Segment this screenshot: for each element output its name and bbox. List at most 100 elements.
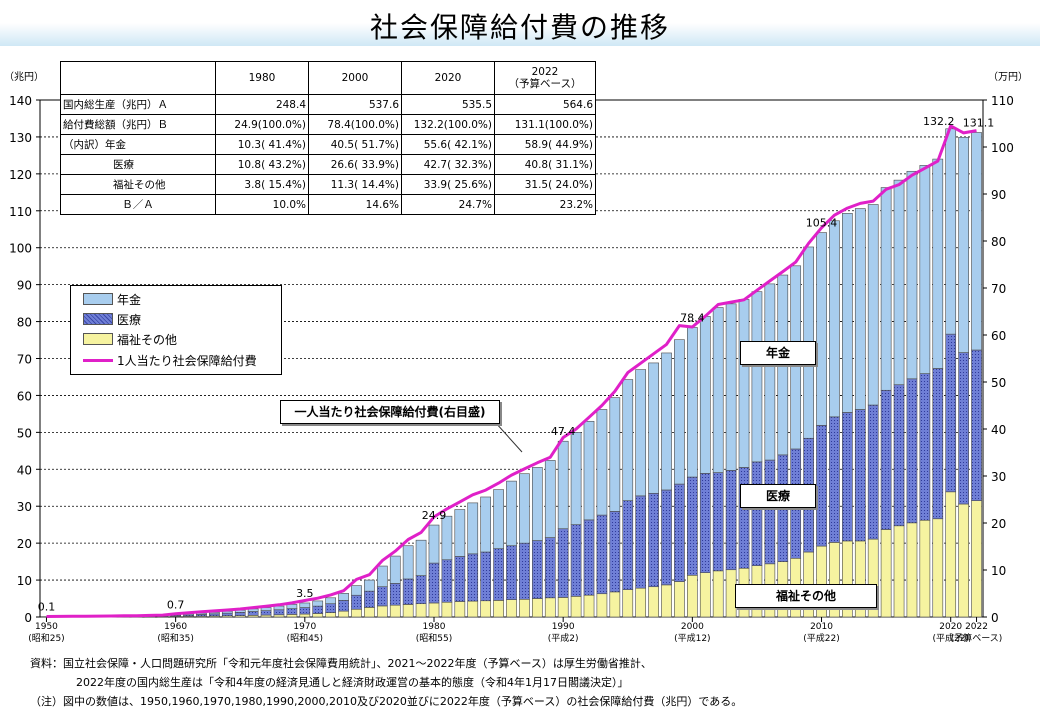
- data-label: 105.4: [806, 217, 838, 230]
- bar-pension: [880, 187, 892, 391]
- y-tick-label: 80: [17, 316, 32, 330]
- bar-welfare: [338, 610, 349, 618]
- table-row-label: Ｂ／Ａ: [60, 194, 216, 215]
- x-tick-sublabel: (平成22): [803, 632, 839, 644]
- y2-tick-label: 110: [991, 94, 1014, 108]
- bar-pension: [893, 179, 905, 386]
- bar-pension: [687, 327, 698, 478]
- summary-table: 1980 2000 2020 2022 （予算ベース） 国内総生産（兆円）Ａ 2…: [60, 61, 596, 215]
- y-tick-label: 20: [17, 537, 32, 551]
- bar-pension: [338, 593, 349, 601]
- x-tick-label: 1950: [35, 622, 58, 632]
- bar-pension: [738, 299, 750, 468]
- bar-welfare: [635, 587, 647, 618]
- table-cell: 42.7( 32.3%): [401, 154, 495, 175]
- bar-pension: [583, 420, 595, 521]
- table-cell: 26.6( 33.9%): [308, 154, 402, 175]
- bar-medical: [738, 467, 750, 569]
- x-tick-sublabel: (昭和55): [416, 633, 452, 644]
- table-cell: 3.8( 15.4%): [215, 174, 309, 195]
- bar-welfare: [596, 593, 608, 618]
- table-cell: 131.1(100.0%): [494, 114, 596, 135]
- bar-pension: [609, 397, 621, 512]
- bar-medical: [273, 609, 285, 616]
- bar-welfare: [906, 522, 918, 618]
- bar-medical: [635, 495, 647, 589]
- bar-medical: [506, 545, 517, 600]
- table-cell: 10.0%: [215, 194, 309, 215]
- table-cell: 24.9(100.0%): [215, 114, 309, 135]
- x-tick-label: 2000: [681, 622, 704, 632]
- bar-pension: [570, 432, 582, 525]
- table-row-label: 国内総生産（兆円）Ａ: [60, 94, 216, 115]
- bar-pension: [699, 316, 711, 474]
- table-row: Ｂ／Ａ 10.0% 14.6% 24.7% 23.2%: [60, 194, 596, 215]
- table-cell: 40.8( 31.1%): [494, 154, 596, 175]
- bar-medical: [467, 553, 479, 602]
- x-tick-sublabel: (平成2): [548, 632, 579, 644]
- bar-pension: [389, 555, 401, 584]
- chart-legend: 年金 医療 福祉その他 1人当たり社会保障給付費: [70, 285, 282, 375]
- y2-tick-label: 80: [991, 235, 1006, 249]
- y2-tick-label: 60: [991, 329, 1006, 343]
- bar-medical: [428, 562, 440, 604]
- bar-pension: [958, 136, 969, 353]
- table-row: 医療 10.8( 43.2%) 26.6( 33.9%) 42.7( 32.3%…: [60, 154, 596, 175]
- table-header-cell: 2000: [308, 61, 402, 95]
- data-label: 0.1: [38, 601, 56, 614]
- bar-pension: [493, 489, 504, 549]
- table-cell: 14.6%: [308, 194, 402, 215]
- table-cell: 10.8( 43.2%): [215, 154, 309, 175]
- bar-pension: [325, 597, 336, 605]
- bar-medical: [441, 559, 453, 603]
- data-label: 47.4: [551, 425, 576, 438]
- bar-pension: [919, 165, 931, 374]
- x-tick-label: 1970: [293, 622, 316, 632]
- bar-medical: [325, 603, 336, 613]
- y-tick-label: 10: [17, 574, 32, 588]
- bar-welfare: [919, 519, 931, 618]
- bar-welfare: [609, 591, 621, 618]
- y2-tick-label: 0: [991, 611, 999, 625]
- bar-medical: [971, 349, 982, 501]
- note-line: 2022年度の国内総生産は「令和4年度の経済見通しと経済財政運営の基本的態度（令…: [76, 676, 629, 689]
- x-tick-label: 2010: [810, 622, 833, 632]
- bar-pension: [480, 496, 492, 553]
- bar-medical: [829, 416, 840, 543]
- bar-medical: [376, 586, 388, 607]
- bar-medical: [364, 590, 375, 608]
- bar-welfare: [454, 601, 466, 618]
- bar-pension: [519, 473, 530, 544]
- data-label: 24.9: [422, 509, 447, 522]
- legend-line-per-capita: [83, 358, 113, 362]
- bar-medical: [299, 607, 311, 615]
- data-label: 3.5: [296, 587, 314, 600]
- x-tick-label: 2020: [939, 622, 962, 632]
- bar-medical: [712, 472, 724, 572]
- y-axis-unit: （兆円）: [4, 71, 44, 83]
- bar-welfare: [622, 589, 634, 618]
- y2-tick-label: 70: [991, 282, 1006, 296]
- bar-medical: [389, 583, 401, 606]
- bar-pension: [557, 440, 569, 530]
- bar-welfare: [325, 612, 336, 618]
- y2-tick-label: 10: [991, 564, 1006, 578]
- bar-medical: [415, 575, 427, 605]
- bar-pension: [376, 565, 388, 588]
- bar-medical: [570, 524, 582, 597]
- bar-pension: [299, 602, 311, 608]
- bar-pension: [531, 467, 543, 541]
- table-cell: 535.5: [401, 94, 495, 115]
- bar-medical: [919, 373, 931, 521]
- y2-tick-label: 30: [991, 470, 1006, 484]
- x-tick-sublabel: (昭和35): [157, 633, 193, 644]
- bar-pension: [467, 502, 479, 555]
- table-cell: 132.2(100.0%): [401, 114, 495, 135]
- bar-welfare: [286, 614, 298, 618]
- bar-welfare: [687, 574, 698, 618]
- legend-item-pension: 年金: [83, 291, 141, 307]
- per-capita-line: [46, 124, 977, 618]
- bar-pension: [622, 379, 634, 501]
- bar-welfare: [299, 613, 311, 618]
- y-tick-label: 0: [24, 611, 32, 625]
